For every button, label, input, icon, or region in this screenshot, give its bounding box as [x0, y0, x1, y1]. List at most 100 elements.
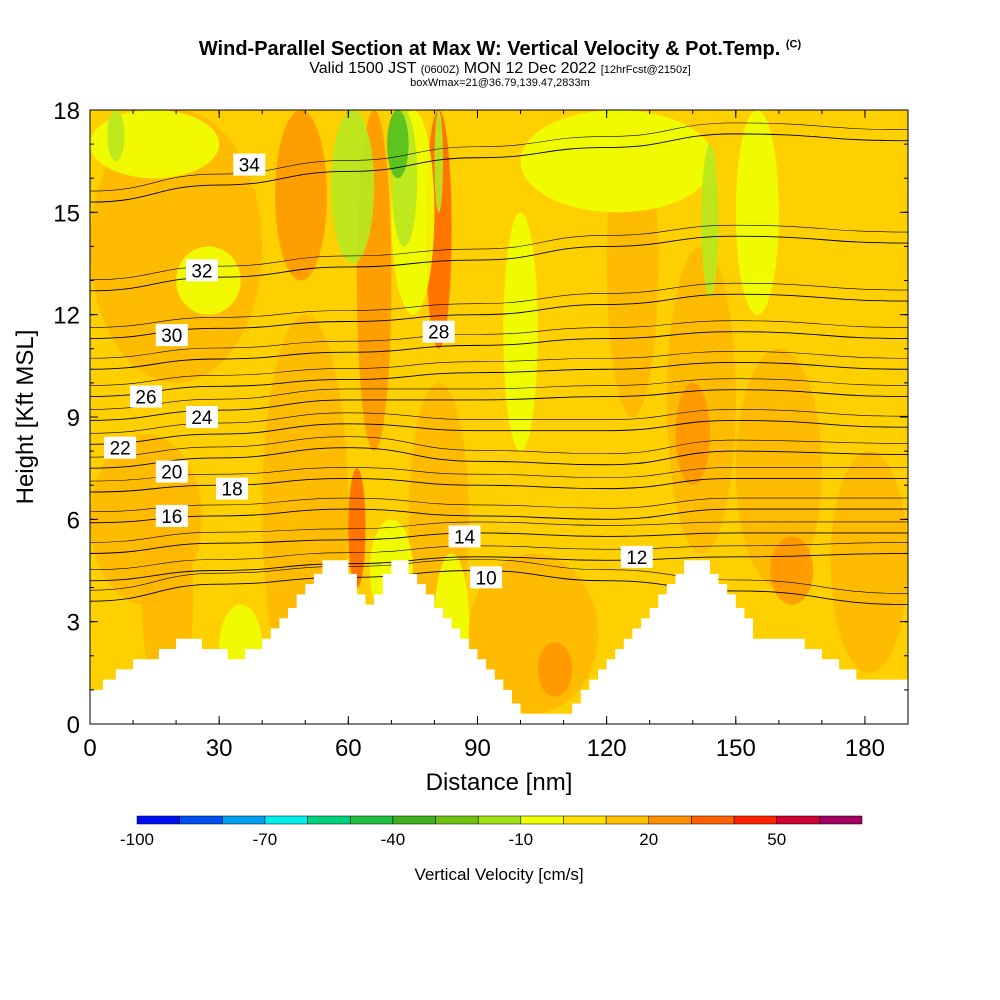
velocity-cell-moderate_down: [331, 110, 375, 264]
contour-label-26: 26: [135, 388, 156, 409]
theta-contour-minor: [90, 224, 908, 281]
colorbar: -100 -70 -40 -10 20 50: [120, 815, 863, 849]
colorbar-bin: [733, 815, 777, 825]
theta-contour-minor: [90, 378, 908, 410]
copyright-mark: (C): [785, 38, 802, 51]
colorbar-bin: [349, 815, 394, 825]
velocity-cell-moderate_up: [675, 382, 710, 486]
box-info: boxWmax=21@36.79,139.47,2833m: [410, 77, 590, 89]
y-tick-label-0: 0: [67, 712, 80, 739]
theta-contour-minor: [90, 559, 908, 594]
colorbar-bin: [392, 815, 436, 825]
colorbar-bin: [136, 815, 180, 825]
colorbar-bin: [222, 815, 266, 825]
theta-contour-26: [90, 361, 908, 397]
theta-contour-minor: [90, 320, 908, 359]
theta-contour-34: [90, 133, 908, 203]
colorbar-tick-label--10: -10: [509, 830, 534, 849]
contour-label-box: [470, 566, 503, 589]
x-axis-label: Distance [nm]: [426, 769, 573, 796]
contour-label-20: 20: [161, 463, 182, 484]
contour-label-34: 34: [239, 156, 261, 177]
chart-title: Wind-Parallel Section at Max W: Vertical…: [198, 38, 802, 60]
colorbar-bin: [563, 815, 607, 825]
x-tick-label-60: 60: [335, 735, 362, 762]
velocity-cell-strong_up: [348, 468, 366, 588]
colorbar-bin: [691, 815, 735, 825]
contour-label-12: 12: [626, 548, 647, 569]
contour-label-box: [448, 525, 481, 548]
contour-label-32: 32: [191, 261, 212, 282]
colorbar-tick-label--40: -40: [381, 830, 406, 849]
contour-label-14: 14: [454, 527, 476, 548]
x-tick-label-120: 120: [587, 735, 627, 762]
contour-label-box: [233, 153, 266, 176]
y-tick-label-15: 15: [53, 200, 80, 227]
velocity-cell-weak_up: [830, 451, 908, 673]
theta-contour-minor: [90, 409, 908, 434]
contour-label-16: 16: [161, 507, 182, 528]
contour-label-box: [422, 320, 455, 343]
colorbar-tick-label--100: -100: [120, 830, 154, 849]
theta-contour-28: [90, 331, 908, 370]
theta-contour-minor: [90, 282, 908, 328]
plot-area: 10 12 14 16 18 20 22 24 26 28 30 32 34: [89, 109, 909, 725]
y-axis-label: Height [Kft MSL]: [12, 330, 39, 505]
contour-label-10: 10: [476, 568, 497, 589]
theta-contour-22: [90, 419, 908, 445]
terrain: [90, 560, 908, 724]
theta-contour-minor: [90, 122, 908, 192]
theta-contour-minor: [90, 497, 908, 513]
theta-contour-24: [90, 389, 908, 421]
velocity-cell-moderate_down: [701, 144, 719, 298]
colorbar-bin: [179, 815, 223, 825]
contour-label-box: [104, 436, 137, 459]
theta-contour-32: [90, 235, 908, 292]
colorbar-bin: [819, 815, 863, 825]
contour-label-box: [185, 259, 218, 282]
colorbar-bin: [264, 815, 308, 825]
colorbar-bin: [435, 815, 479, 825]
theta-contour-minor: [90, 436, 908, 458]
y-tick-label-12: 12: [53, 303, 80, 330]
velocity-cell-weak_down: [735, 110, 779, 315]
contour-label-box: [620, 545, 653, 568]
colorbar-bin: [776, 815, 820, 825]
velocity-cell-moderate_down: [107, 110, 125, 162]
x-tick-label-0: 0: [83, 735, 96, 762]
x-tick-label-90: 90: [464, 735, 491, 762]
x-tick-label-30: 30: [206, 735, 233, 762]
velocity-cell-weak_up: [735, 348, 822, 588]
colorbar-bin: [605, 815, 650, 825]
colorbar-bin: [648, 815, 692, 825]
contour-label-18: 18: [222, 480, 243, 501]
x-tick-label-180: 180: [845, 735, 885, 762]
colorbar-bin: [477, 815, 522, 825]
theta-contour-minor: [90, 467, 908, 482]
theta-contour-16: [90, 508, 908, 524]
x-tick-label-150: 150: [716, 735, 756, 762]
velocity-cell-strong_down: [387, 110, 409, 179]
contour-label-box: [155, 504, 188, 527]
y-tick-label-6: 6: [67, 507, 80, 534]
contour-label-box: [185, 406, 218, 428]
colorbar-label: Vertical Velocity [cm/s]: [414, 865, 583, 884]
colorbar-tick-label--70: -70: [253, 830, 278, 849]
theta-contour-12: [90, 552, 908, 582]
y-tick-label-3: 3: [67, 610, 80, 637]
contour-label-22: 22: [110, 439, 131, 460]
velocity-cell-moderate_up: [275, 110, 327, 281]
y-tick-label-18: 18: [53, 98, 80, 125]
chart-subtitle: Valid 1500 JST (0600Z) MON 12 Dec 2022 […: [309, 60, 691, 77]
axes: 0 30 60 90 120 150 180 0 3 6 9 12 15 18: [53, 98, 909, 762]
contour-label-28: 28: [428, 323, 449, 344]
theta-contour-minor: [90, 351, 908, 386]
colorbar-tick-label-50: 50: [767, 830, 786, 849]
velocity-cell-moderate_down: [434, 110, 444, 213]
contour-labels: 10 12 14 16 18 20 22 24 26 28 30 32 34: [104, 153, 653, 589]
velocity-cell-weak_down: [520, 110, 715, 213]
velocity-cell-moderate_up: [537, 642, 573, 697]
contour-label-30: 30: [161, 326, 182, 347]
theta-contour-20: [90, 447, 908, 469]
